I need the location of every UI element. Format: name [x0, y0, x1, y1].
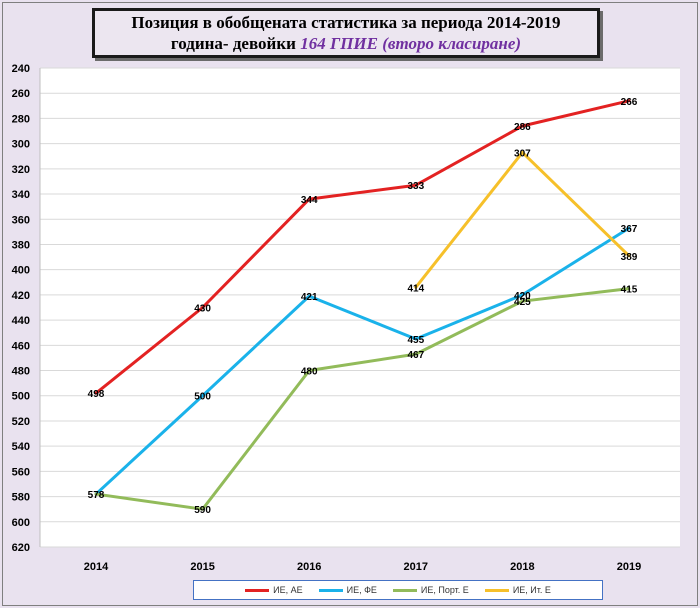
- data-label: 421: [301, 292, 318, 303]
- title-line-1: Позиция в обобщената статистика за перио…: [131, 13, 561, 32]
- x-tick-label: 2016: [297, 561, 321, 573]
- data-label: 266: [621, 97, 638, 108]
- data-label: 307: [514, 148, 531, 159]
- y-tick-label: 400: [12, 265, 30, 277]
- x-tick-label: 2018: [510, 561, 534, 573]
- data-label: 420: [514, 291, 531, 302]
- legend: ИЕ, АЕ ИЕ, ФЕ ИЕ, Порт. Е ИЕ, Ит. Е: [193, 580, 603, 600]
- data-labels: 498 430 344 333 286 266 578 500 421 455 420 367 590 4…: [88, 97, 638, 516]
- data-label: 333: [407, 181, 424, 192]
- data-label: 414: [407, 283, 424, 294]
- series-lines: [94, 99, 631, 511]
- y-tick-label: 320: [12, 164, 30, 176]
- data-label: 455: [407, 335, 424, 346]
- legend-swatch: [484, 588, 509, 592]
- y-tick-label: 380: [12, 239, 30, 251]
- data-label: 500: [194, 392, 211, 403]
- y-tick-label: 600: [12, 517, 30, 529]
- y-tick-label: 240: [12, 63, 30, 75]
- data-label: 389: [621, 252, 638, 263]
- x-tick-label: 2017: [404, 561, 428, 573]
- legend-label: ИЕ, АЕ: [273, 585, 303, 595]
- legend-label: ИЕ, ФЕ: [346, 585, 377, 595]
- data-label: 425: [514, 297, 531, 308]
- data-label: 498: [88, 389, 105, 400]
- y-tick-label: 480: [12, 366, 30, 378]
- y-tick-label: 280: [12, 113, 30, 125]
- y-tick-label: 560: [12, 466, 30, 478]
- series-line-3: [414, 150, 631, 289]
- legend-swatch: [245, 588, 270, 592]
- title-highlight: 164 ГПИЕ (второ класиране): [300, 34, 522, 53]
- legend-item: ИЕ, Ит. Е: [484, 585, 551, 595]
- data-label: 590: [194, 505, 211, 516]
- y-tick-label: 500: [12, 391, 30, 403]
- y-tick-label: 620: [12, 542, 30, 554]
- data-label: 286: [514, 122, 531, 133]
- series-line-2: [94, 287, 631, 511]
- legend-item: ИЕ, ФЕ: [318, 585, 377, 595]
- data-label: 578: [88, 490, 105, 501]
- chart-title: Позиция в обобщената статистика за перио…: [92, 8, 600, 58]
- title-line-2: година- девойки 164 ГПИЕ (второ класиран…: [95, 33, 597, 54]
- series-line-1: [94, 226, 631, 496]
- y-axis-ticks: 240 260 280 300 320 340 360 380 400 420 440 460 480 5…: [12, 63, 30, 554]
- data-label: 480: [301, 367, 318, 378]
- x-axis-ticks: 2014 2015 2016 2017 2018 2019: [84, 561, 641, 573]
- plot-area: [40, 68, 680, 547]
- legend-label: ИЕ, Порт. Е: [420, 585, 469, 595]
- y-tick-label: 420: [12, 290, 30, 302]
- data-label: 415: [621, 285, 638, 296]
- title-line-2-main: година- девойки: [170, 34, 296, 53]
- data-label: 344: [301, 195, 318, 206]
- legend-swatch: [318, 588, 343, 592]
- data-label: 430: [194, 304, 211, 315]
- x-tick-label: 2019: [617, 561, 641, 573]
- y-tick-label: 460: [12, 340, 30, 352]
- y-tick-label: 580: [12, 492, 30, 504]
- legend-swatch: [392, 588, 417, 592]
- legend-item: ИЕ, АЕ: [245, 585, 303, 595]
- series-line-0: [94, 99, 631, 395]
- y-tick-label: 300: [12, 139, 30, 151]
- y-tick-label: 440: [12, 315, 30, 327]
- y-tick-label: 260: [12, 88, 30, 100]
- y-tick-label: 520: [12, 416, 30, 428]
- y-tick-label: 340: [12, 189, 30, 201]
- data-label: 467: [407, 350, 424, 361]
- x-tick-label: 2015: [190, 561, 214, 573]
- legend-label: ИЕ, Ит. Е: [512, 585, 551, 595]
- legend-item: ИЕ, Порт. Е: [392, 585, 469, 595]
- x-tick-label: 2014: [84, 561, 109, 573]
- y-tick-label: 540: [12, 441, 30, 453]
- data-label: 367: [621, 224, 638, 235]
- y-tick-label: 360: [12, 214, 30, 226]
